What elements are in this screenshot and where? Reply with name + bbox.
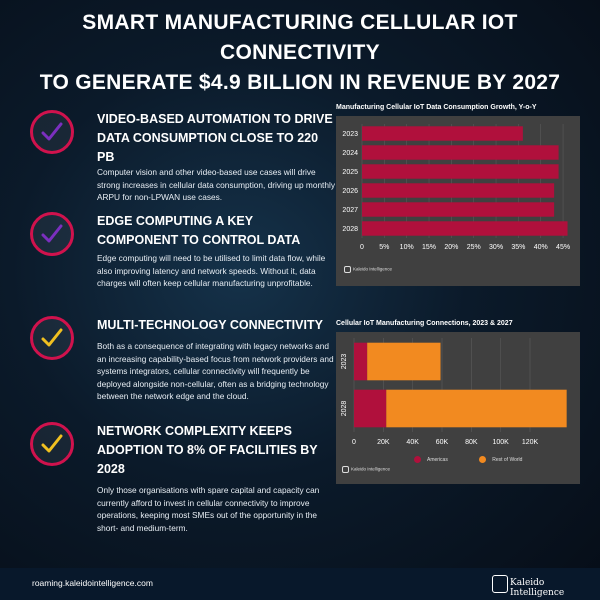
legend-rest-of-world-label: Rest of World [492, 456, 523, 463]
legend-rest-of-world-swatch [479, 456, 487, 463]
footer: roaming.kaleidointelligence.com Kaleido … [0, 568, 600, 600]
check-icon [30, 110, 74, 154]
chart-1-panel: 0 5% 10% 15% 20% 25% 30% 35% 40% 45% 2023 2024 2025 2… [336, 116, 580, 286]
check-icon [30, 422, 74, 466]
point-3-body: Both as a consequence of integrating wit… [97, 341, 334, 401]
chart-2-bar-americas [354, 342, 368, 381]
chart-2-svg: 0 20K 40K 60K 80K 100K 120K 2023 2028 [341, 338, 567, 446]
chart-2-x-tick-label: 20K [377, 439, 390, 446]
page-title: SMART MANUFACTURING CELLULAR IOT CONNECT… [0, 8, 600, 98]
chart-2-x-tick-label: 60K [436, 439, 449, 446]
chart-1-x-tick-label: 20% [444, 244, 458, 251]
point-4-heading: NETWORK COMPLEXITY KEEPS ADOPTION TO 8% … [97, 424, 318, 476]
chart-2-bar-rest-of-world [386, 389, 567, 428]
point-4-body: Only those organisations with spare capi… [97, 485, 320, 533]
point-1-body: Computer vision and other video-based us… [97, 167, 335, 202]
chart-1-x-tick-label: 0 [360, 244, 364, 251]
chart-2-x-tick-label: 120K [522, 439, 539, 446]
page-title-line-1: SMART MANUFACTURING CELLULAR IOT CONNECT… [82, 11, 518, 64]
check-icon [30, 316, 74, 360]
chart-2-y-tick-label: 2028 [341, 401, 348, 417]
chart-1-bar [362, 164, 559, 179]
point-3-heading: MULTI-TECHNOLOGY CONNECTIVITY [97, 318, 323, 332]
footer-url[interactable]: roaming.kaleidointelligence.com [32, 578, 153, 588]
chart-1-bar [362, 221, 568, 236]
footer-logo: Kaleido Intelligence [490, 572, 600, 598]
chart-1-x-tick-label: 15% [422, 244, 436, 251]
chart-2-y-tick-label: 2023 [341, 354, 348, 370]
chart-2-x-tick-label: 100K [492, 439, 509, 446]
chart-2-legend: Americas Rest of World [414, 456, 522, 463]
chart-2-logo: Kaleido Intelligence [342, 466, 390, 473]
chart-1-bar [362, 145, 559, 160]
chart-1-x-tick-label: 25% [467, 244, 481, 251]
chart-1-x-tick-label: 45% [556, 244, 570, 251]
kaleido-logo-icon [342, 466, 349, 473]
chart-1-y-tick-label: 2025 [342, 169, 358, 176]
chart-1-logo-text: Kaleido Intelligence [353, 266, 393, 272]
kaleido-logo-icon [492, 575, 508, 593]
chart-1-x-tick-label: 10% [400, 244, 414, 251]
point-1-heading: VIDEO-BASED AUTOMATION TO DRIVE DATA CON… [97, 112, 333, 164]
point-2-body: Edge computing will need to be utilised … [97, 253, 326, 288]
chart-1-bar [362, 126, 523, 141]
chart-1-x-tick-label: 40% [534, 244, 548, 251]
chart-2-bar-americas [354, 389, 387, 428]
chart-1-bar [362, 183, 555, 198]
check-icon [30, 212, 74, 256]
chart-2-x-tick-label: 0 [352, 439, 356, 446]
chart-1-x-tick-label: 5% [379, 244, 389, 251]
chart-1-x-tick-label: 30% [489, 244, 503, 251]
chart-1-x-tick-label: 35% [511, 244, 525, 251]
chart-2-logo-text: Kaleido Intelligence [351, 466, 391, 472]
point-2-heading: EDGE COMPUTING A KEY COMPONENT TO CONTRO… [97, 214, 301, 247]
kaleido-logo-icon [344, 266, 351, 273]
chart-1-y-tick-label: 2027 [342, 207, 358, 214]
chart-1-title: Manufacturing Cellular IoT Data Consumpt… [336, 104, 537, 111]
page-title-line-2: TO GENERATE $4.9 BILLION IN REVENUE BY 2… [39, 71, 561, 94]
chart-2-bar-rest-of-world [367, 342, 441, 381]
chart-2-panel: 0 20K 40K 60K 80K 100K 120K 2023 2028 Americas R… [336, 332, 580, 484]
chart-1-svg: 0 5% 10% 15% 20% 25% 30% 35% 40% 45% 2023 2024 2025 2… [342, 124, 570, 251]
footer-logo-text: Kaleido Intelligence [510, 578, 565, 598]
chart-1-logo: Kaleido Intelligence [344, 266, 392, 273]
chart-2-x-tick-label: 80K [465, 439, 478, 446]
legend-americas-label: Americas [427, 456, 448, 463]
chart-2-title: Cellular IoT Manufacturing Connections, … [336, 320, 513, 327]
chart-1-y-tick-label: 2028 [342, 226, 358, 233]
chart-1-bar [362, 202, 555, 217]
chart-1-y-tick-label: 2024 [342, 150, 358, 157]
legend-americas-swatch [414, 456, 421, 463]
chart-2-x-tick-label: 40K [406, 439, 419, 446]
chart-1-y-tick-label: 2023 [342, 131, 358, 138]
chart-1-y-tick-label: 2026 [342, 188, 358, 195]
